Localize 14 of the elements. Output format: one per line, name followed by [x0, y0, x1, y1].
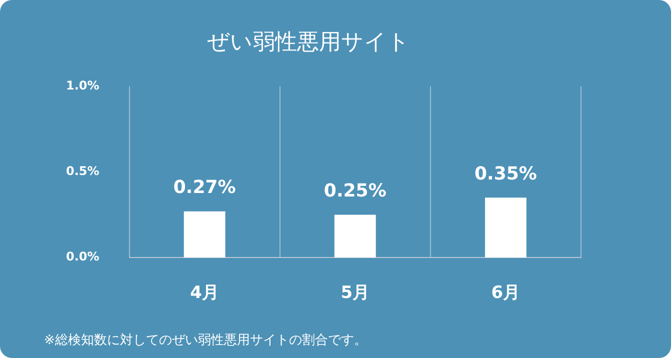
y-tick-label: 0.0%: [66, 250, 100, 264]
chart-title: ぜい弱性悪用サイト: [207, 30, 410, 55]
data-label: 0.27%: [173, 177, 236, 198]
text: ※総検知数に対してのぜい弱性悪用サイトの割合です。: [44, 332, 367, 349]
data-label: 0.35%: [474, 163, 537, 184]
x-tick-label: 4月: [190, 283, 219, 304]
data-label: 0.25%: [324, 180, 386, 202]
bar: [184, 211, 226, 258]
y-tick-label: 0.5%: [66, 164, 100, 178]
bar: [485, 198, 526, 258]
x-tick-label: 6月: [491, 283, 520, 304]
bar: [334, 214, 376, 258]
y-tick-label: 1.0%: [66, 78, 100, 93]
x-tick-label: 5月: [340, 283, 370, 304]
